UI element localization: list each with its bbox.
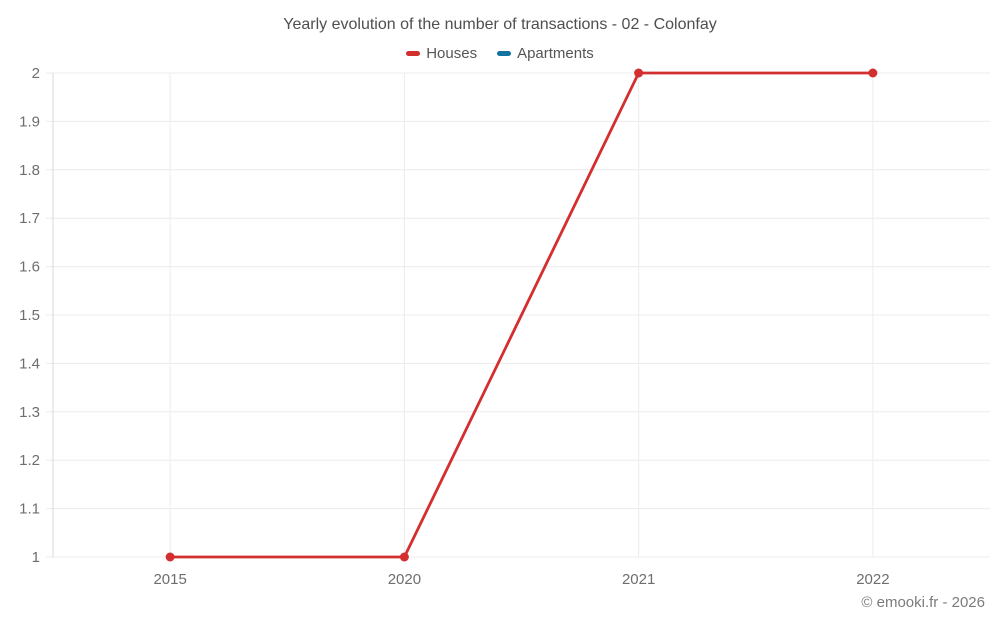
- y-axis-tick-label: 1.3: [19, 404, 40, 421]
- legend-item-apartments[interactable]: Apartments: [497, 45, 594, 62]
- apartments-series-swatch-icon: [497, 51, 512, 56]
- chart-legend: Houses Apartments: [0, 45, 1000, 62]
- y-axis-tick-label: 1.5: [19, 307, 40, 324]
- legend-label-houses: Houses: [426, 45, 478, 62]
- x-axis-tick-label: 2022: [856, 571, 889, 588]
- data-point-houses[interactable]: [634, 68, 644, 78]
- y-axis-tick-label: 1.1: [19, 501, 40, 518]
- legend-label-apartments: Apartments: [517, 45, 594, 62]
- legend-item-houses[interactable]: Houses: [406, 45, 477, 62]
- y-axis-tick-label: 1.8: [19, 162, 40, 179]
- y-axis-tick-label: 2: [32, 65, 40, 82]
- y-axis-tick-label: 1.9: [19, 113, 40, 130]
- series-line-houses: [168, 71, 875, 559]
- data-point-houses[interactable]: [399, 552, 409, 562]
- watermark: © emooki.fr - 2026: [861, 594, 985, 611]
- data-point-houses[interactable]: [165, 552, 175, 562]
- houses-series-swatch-icon: [406, 51, 421, 56]
- x-axis-tick-label: 2020: [388, 571, 421, 588]
- chart-title: Yearly evolution of the number of transa…: [283, 16, 717, 33]
- x-axis-tick-label: 2021: [622, 571, 655, 588]
- data-point-houses[interactable]: [868, 68, 878, 78]
- x-axis-tick-label: 2015: [153, 571, 186, 588]
- y-axis-tick-label: 1.6: [19, 259, 40, 276]
- y-axis-tick-label: 1.7: [19, 210, 40, 227]
- y-axis-tick-label: 1.2: [19, 452, 40, 469]
- y-axis-tick-label: 1.4: [19, 355, 40, 372]
- y-axis-tick-label: 1: [32, 549, 40, 566]
